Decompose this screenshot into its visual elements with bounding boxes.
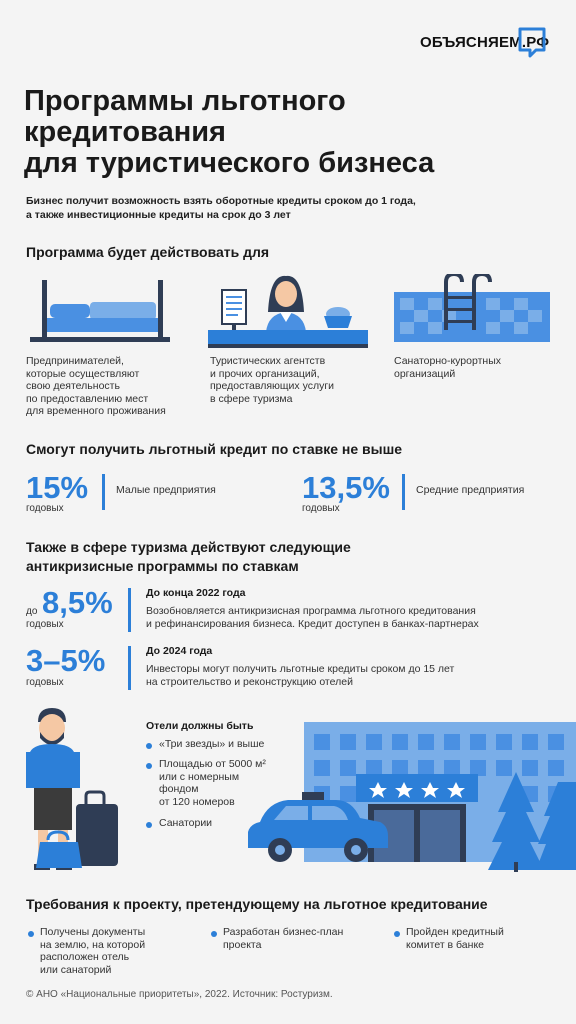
- for-item-1: Предпринимателей, которые осуществляют с…: [26, 355, 166, 417]
- divider: [128, 588, 131, 632]
- anticrisis-1-term: До конца 2022 года: [146, 587, 246, 599]
- logo-bubble-icon: [518, 27, 546, 58]
- hotels-heading: Отели должны быть: [146, 720, 254, 732]
- bullet-dot: [146, 763, 152, 769]
- bullet-dot: [28, 931, 34, 937]
- bullet-dot: [394, 931, 400, 937]
- bullet-dot: [146, 822, 152, 828]
- anticrisis-1-text: Возобновляется антикризисная программа л…: [146, 605, 479, 630]
- hotel-building-icon: [248, 722, 576, 872]
- anticrisis-1-unit: годовых: [26, 619, 64, 630]
- requirement-1: Получены документы на землю, на которой …: [40, 926, 146, 976]
- tourist-icon: [26, 708, 118, 870]
- bullet-dot: [211, 931, 217, 937]
- hotels-item-2: Площадью от 5000 м² или с номерным фондо…: [159, 758, 266, 808]
- requirement-3: Пройден кредитный комитет в банке: [406, 926, 504, 951]
- page-title: Программы льготного кредитования для тур…: [24, 85, 435, 179]
- section-heading-for: Программа будет действовать для: [26, 244, 270, 260]
- footer-source: © АНО «Национальные приоритеты», 2022. И…: [26, 989, 333, 1000]
- section-heading-requirements: Требования к проекту, претендующему на л…: [26, 896, 488, 912]
- pool-icon: [394, 274, 550, 342]
- page-subtitle: Бизнес получит возможность взять оборотн…: [26, 195, 416, 221]
- hotels-item-1: «Три звезды» и выше: [159, 738, 265, 750]
- travel-agent-icon: [208, 275, 368, 348]
- rate-small-value: 15%: [26, 470, 89, 505]
- logo-text: ОБЪЯСНЯЕМ.РФ: [420, 34, 550, 51]
- anticrisis-2-value: 3–5%: [26, 643, 106, 678]
- divider: [402, 474, 405, 510]
- anticrisis-2-unit: годовых: [26, 677, 64, 688]
- for-item-2: Туристических агентств и прочих организа…: [210, 355, 335, 405]
- rate-small-label: Малые предприятия: [116, 484, 216, 496]
- anticrisis-2-term: До 2024 года: [146, 645, 213, 657]
- divider: [128, 646, 131, 690]
- anticrisis-1-value: 8,5%: [42, 585, 113, 620]
- bed-icon: [30, 280, 170, 342]
- requirement-2: Разработан бизнес-план проекта: [223, 926, 344, 951]
- rate-medium-value: 13,5%: [302, 470, 390, 505]
- bullet-dot: [146, 743, 152, 749]
- section-heading-rate: Смогут получить льготный кредит по ставк…: [26, 441, 403, 457]
- for-item-3: Санаторно-курортных организаций: [394, 355, 501, 380]
- rate-medium-label: Средние предприятия: [416, 484, 525, 496]
- rate-small-unit: годовых: [26, 503, 64, 514]
- hotels-item-3: Санатории: [159, 817, 213, 829]
- section-heading-anticrisis: Также в сфере туризма действуют следующи…: [26, 539, 351, 574]
- rate-medium-unit: годовых: [302, 503, 340, 514]
- anticrisis-2-text: Инвесторы могут получить льготные кредит…: [146, 663, 455, 688]
- divider: [102, 474, 105, 510]
- anticrisis-1-prefix: до: [26, 606, 38, 617]
